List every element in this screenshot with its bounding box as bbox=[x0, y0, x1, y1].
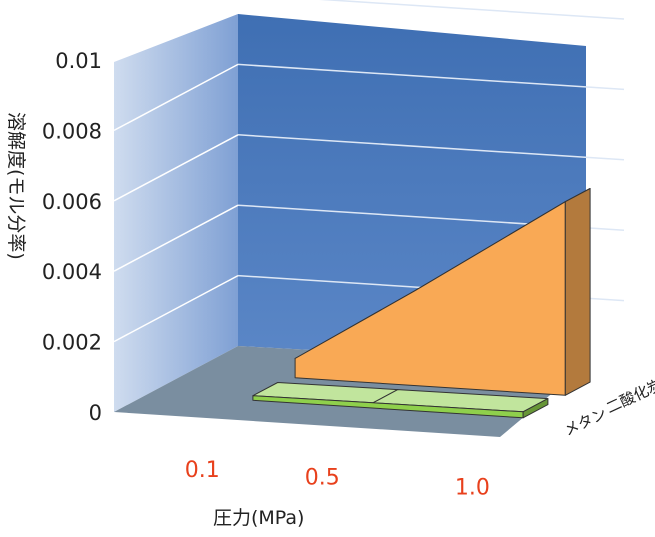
gridline-back bbox=[238, 0, 624, 19]
x-tick-label: 0.5 bbox=[305, 466, 340, 491]
x-tick-label: 0.1 bbox=[185, 458, 220, 483]
series-label: 二酸化炭素 bbox=[603, 369, 655, 417]
y-tick-label: 0.008 bbox=[42, 119, 102, 143]
y-tick-labels: 0 0.002 0.004 0.006 0.008 0.01 bbox=[42, 49, 102, 425]
series-label: メタン bbox=[561, 404, 609, 439]
y-tick-label: 0.002 bbox=[42, 331, 102, 355]
y-tick-label: 0.006 bbox=[42, 190, 102, 214]
y-tick-label: 0 bbox=[89, 401, 102, 425]
y-axis-title: 溶解度(モル分率) bbox=[5, 112, 27, 260]
area-end-cap bbox=[565, 189, 590, 396]
x-tick-label: 1.0 bbox=[455, 475, 490, 500]
y-tick-label: 0.004 bbox=[42, 260, 102, 284]
x-tick-labels: 0.1 0.5 1.0 bbox=[185, 458, 490, 501]
y-tick-label: 0.01 bbox=[55, 49, 102, 73]
x-axis-title: 圧力(MPa) bbox=[213, 507, 304, 529]
